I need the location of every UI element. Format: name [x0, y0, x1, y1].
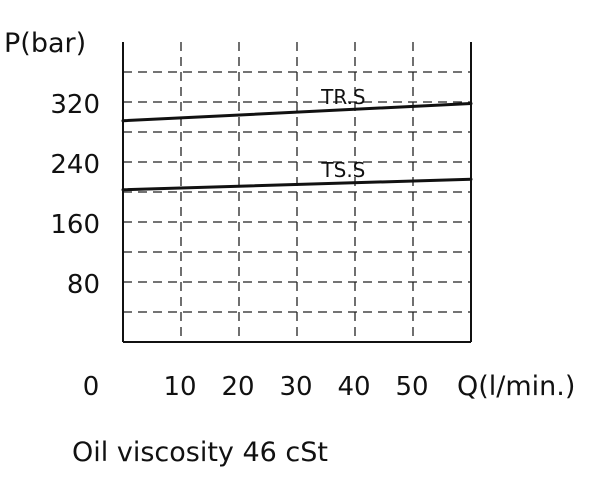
chart-grid [123, 42, 471, 342]
chart-axes [122, 42, 472, 343]
y-tick-label-80: 80 [67, 270, 100, 300]
series-label-tr-s: TR.S [320, 85, 365, 109]
x-tick-label-40: 40 [337, 372, 370, 402]
series-line-tr-s [121, 102, 473, 123]
x-tick-label-10: 10 [163, 372, 196, 402]
viscosity-note: Oil viscosity 46 cSt [72, 437, 328, 468]
y-tick-label-240: 240 [50, 150, 100, 180]
chart-series [121, 102, 473, 192]
y-tick-label-320: 320 [50, 90, 100, 120]
x-tick-label-50: 50 [395, 372, 428, 402]
y-tick-label-160: 160 [50, 210, 100, 240]
x-tick-label-30: 30 [279, 372, 312, 402]
y-axis-label: P(bar) [4, 28, 86, 59]
x-tick-label-20: 20 [221, 372, 254, 402]
x-axis-label: Q(l/min.) [457, 371, 575, 402]
x-tick-label-0: 0 [83, 372, 100, 402]
series-line-ts-s [121, 177, 473, 192]
series-label-ts-s: TS.S [320, 158, 365, 182]
